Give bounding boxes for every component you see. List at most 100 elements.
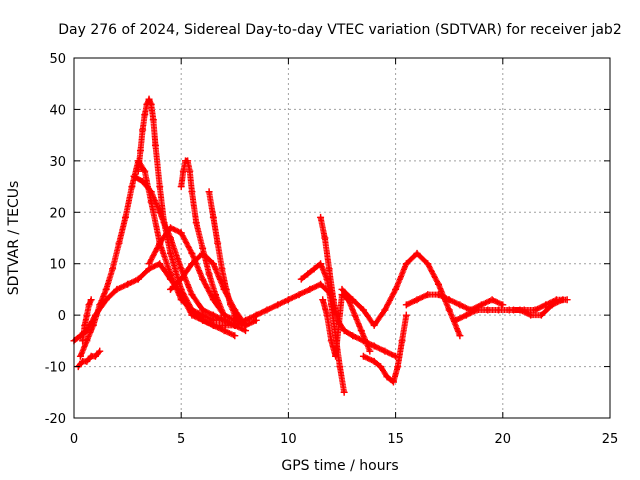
data-point xyxy=(199,275,207,283)
data-point xyxy=(338,285,346,293)
data-point xyxy=(151,141,159,149)
data-point xyxy=(381,347,389,355)
data-point xyxy=(351,311,359,319)
series-sat15 xyxy=(359,311,410,386)
data-point xyxy=(552,296,560,304)
data-point xyxy=(188,249,196,257)
data-point xyxy=(147,100,155,108)
data-point xyxy=(563,296,571,304)
data-point xyxy=(510,306,518,314)
series-sat4 xyxy=(130,172,239,329)
grid xyxy=(74,58,610,418)
data-point xyxy=(383,373,391,381)
data-point xyxy=(121,213,129,221)
data-point xyxy=(83,311,91,319)
data-point xyxy=(209,213,217,221)
x-tick-label: 15 xyxy=(387,432,404,447)
data-point xyxy=(484,306,492,314)
y-tick-label: -10 xyxy=(45,361,66,376)
data-point xyxy=(306,285,314,293)
data-point xyxy=(402,301,410,309)
series-sat3 xyxy=(134,95,239,340)
data-point xyxy=(445,296,453,304)
data-point xyxy=(297,275,305,283)
data-point xyxy=(214,239,222,247)
data-point xyxy=(220,327,228,335)
data-point xyxy=(141,111,149,119)
data-point xyxy=(434,291,442,299)
data-point xyxy=(89,321,97,329)
data-point xyxy=(349,332,357,340)
data-point xyxy=(166,270,174,278)
series-sat14 xyxy=(338,249,464,340)
data-point xyxy=(295,291,303,299)
data-point xyxy=(327,337,335,345)
data-point xyxy=(231,332,239,340)
data-point xyxy=(199,249,207,257)
data-point xyxy=(81,321,89,329)
data-point xyxy=(445,306,453,314)
data-point xyxy=(96,301,104,309)
data-point xyxy=(323,311,331,319)
series-sat12 xyxy=(317,213,400,360)
data-point xyxy=(96,347,104,355)
data-point xyxy=(235,316,243,324)
data-point xyxy=(366,347,374,355)
data-point xyxy=(317,260,325,268)
data-point xyxy=(205,270,213,278)
data-point xyxy=(209,311,217,319)
data-point xyxy=(413,249,421,257)
data-point xyxy=(177,229,185,237)
data-point xyxy=(357,327,365,335)
data-point xyxy=(130,172,138,180)
data-point xyxy=(109,265,117,273)
series-marker-trace xyxy=(135,96,238,339)
data-point xyxy=(209,321,217,329)
data-point xyxy=(212,291,220,299)
data-point xyxy=(424,291,432,299)
series-sat9 xyxy=(74,347,104,371)
data-point xyxy=(145,95,153,103)
y-axis-label: SDTVAR / TECUs xyxy=(6,181,22,296)
data-point xyxy=(359,306,367,314)
x-tick-label: 25 xyxy=(602,432,619,447)
data-point xyxy=(263,306,271,314)
data-point xyxy=(166,285,174,293)
data-point xyxy=(242,321,250,329)
data-point xyxy=(156,239,164,247)
data-point xyxy=(199,316,207,324)
data-point xyxy=(329,296,337,304)
data-point xyxy=(166,249,174,257)
data-point xyxy=(381,306,389,314)
data-point xyxy=(136,147,144,155)
series-sat18 xyxy=(510,296,571,314)
data-point xyxy=(332,352,340,360)
data-point xyxy=(520,306,528,314)
data-point xyxy=(456,332,464,340)
data-point xyxy=(394,363,402,371)
data-point xyxy=(434,280,442,288)
data-point xyxy=(377,363,385,371)
axis-ticks: 0 5 10 15 20 25 -20 -10 0 10 20 30 40 50 xyxy=(45,52,619,447)
data-point xyxy=(87,296,95,304)
plot-frame xyxy=(73,57,611,419)
y-tick-label: 30 xyxy=(49,155,66,170)
data-point xyxy=(124,280,132,288)
data-point xyxy=(139,177,147,185)
data-point xyxy=(413,296,421,304)
data-point xyxy=(139,126,147,134)
y-tick-label: 0 xyxy=(58,309,66,324)
y-tick-label: 50 xyxy=(49,52,66,67)
data-point xyxy=(370,321,378,329)
data-point xyxy=(227,301,235,309)
data-point xyxy=(462,311,470,319)
chart-title: Day 276 of 2024, Sidereal Day-to-day VTE… xyxy=(58,22,621,38)
data-point xyxy=(177,183,185,191)
data-point xyxy=(542,301,550,309)
data-point xyxy=(317,213,325,221)
data-point xyxy=(340,327,348,335)
x-tick-label: 5 xyxy=(177,432,185,447)
data-point xyxy=(304,270,312,278)
data-point xyxy=(222,285,230,293)
